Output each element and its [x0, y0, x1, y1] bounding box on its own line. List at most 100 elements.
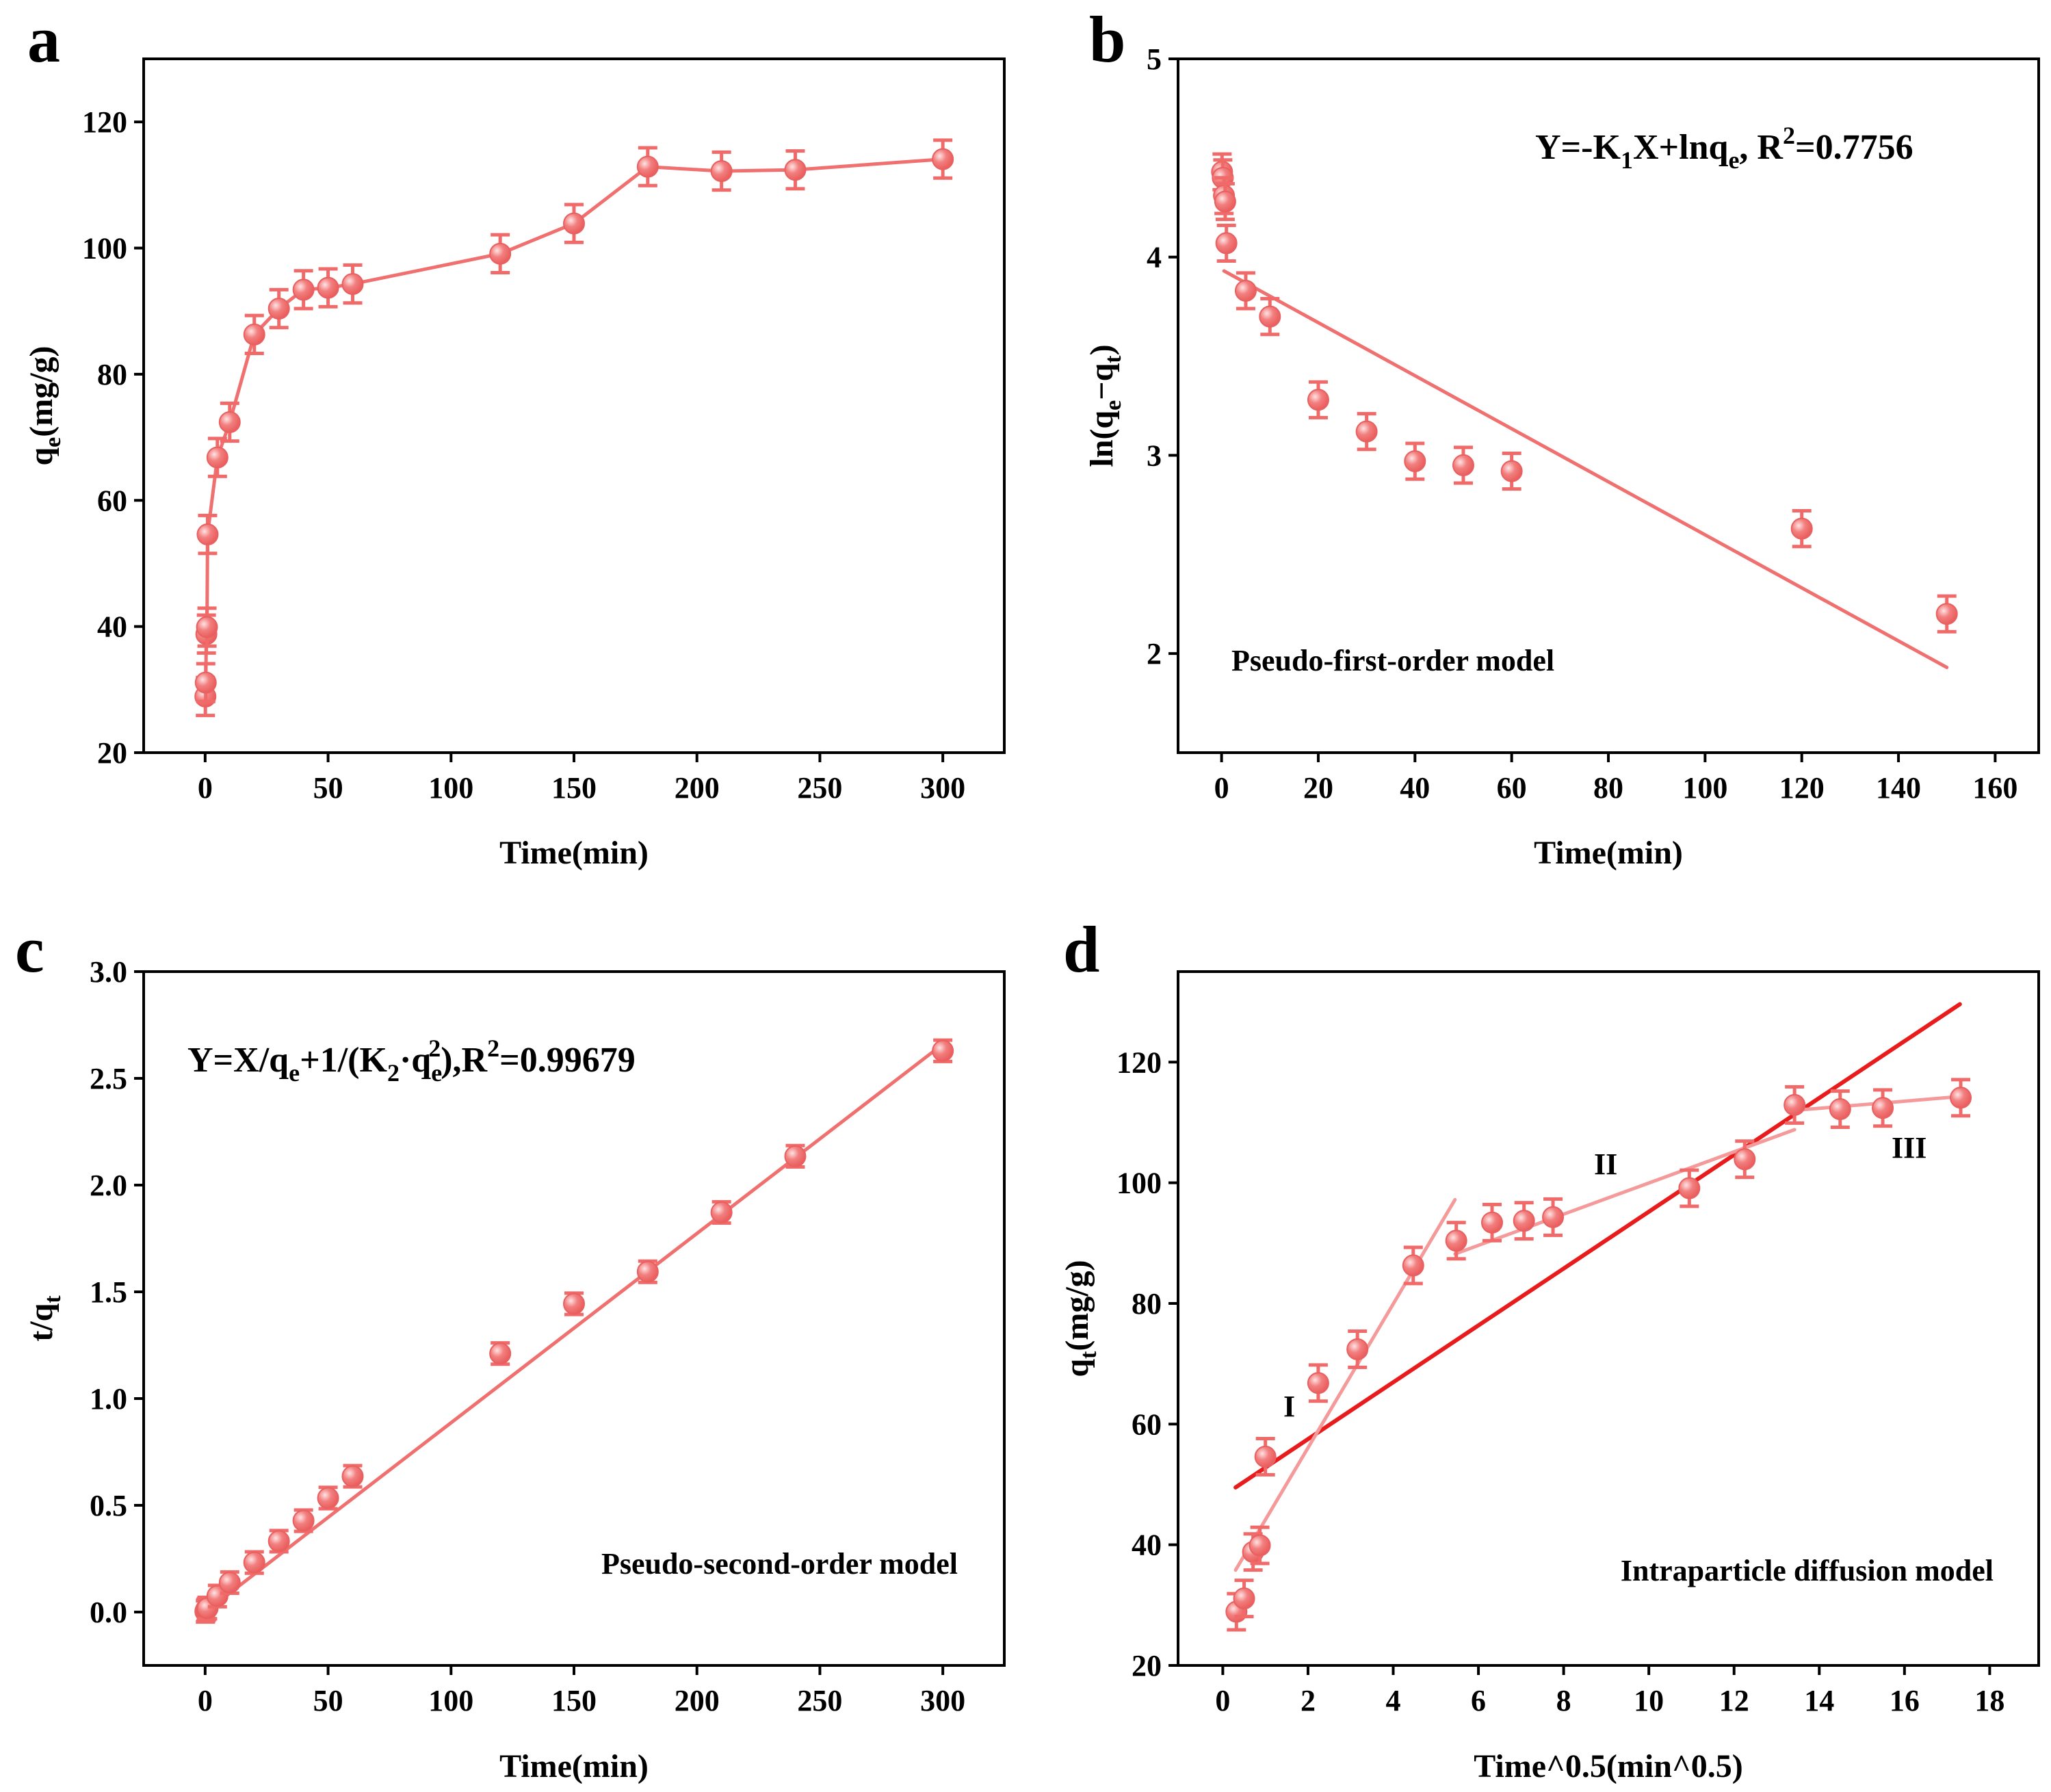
b-x-tick-label: 140	[1876, 771, 1921, 805]
d-x-tick-label: 4	[1386, 1684, 1401, 1717]
panel-c-y-ticks: 0.0 0.5 1.0 1.5 2.0 2.5 3.0	[90, 955, 144, 1629]
a-data-point	[317, 276, 339, 299]
a-data-point	[784, 159, 807, 181]
b-x-tick-label: 0	[1214, 771, 1229, 805]
c-x-tick-label: 250	[797, 1684, 842, 1717]
a-data-point	[267, 298, 290, 320]
panel-a-y-axis-label: qe(mg/g)	[23, 346, 66, 465]
b-data-point	[1355, 420, 1378, 443]
panel-d-y-axis-label: qt(mg/g)	[1059, 1260, 1101, 1377]
panel-a: a 0 50 100 150 200 250 300 20 40 60 80 100 120 Time…	[23, 3, 1006, 871]
b-x-tick-label: 120	[1779, 771, 1825, 805]
d-fit-line-stage-II	[1453, 1128, 1797, 1256]
d-x-tick-label: 6	[1471, 1684, 1486, 1717]
a-y-tick-label: 60	[97, 484, 127, 517]
a-data-point	[636, 155, 659, 178]
a-y-tick-label: 120	[82, 105, 127, 139]
c-y-tick-label: 2.5	[90, 1062, 127, 1095]
d-x-tick-label: 2	[1301, 1684, 1316, 1717]
panel-c-model-label: Pseudo-second-order model	[601, 1547, 958, 1581]
b-data-point	[1259, 305, 1281, 328]
b-data-point	[1307, 389, 1329, 411]
panel-a-series	[194, 138, 954, 718]
a-y-tick-label: 80	[97, 358, 127, 391]
panel-d-stage-II-label: II	[1594, 1147, 1617, 1181]
panel-c-equation: Y=X/qe+1/(K2·qe2),R2=0.99679	[187, 1035, 636, 1087]
c-x-tick-label: 300	[920, 1684, 965, 1717]
panel-a-x-ticks: 0 50 100 150 200 250 300	[198, 753, 965, 805]
d-data-point	[1872, 1097, 1894, 1119]
c-y-tick-label: 0.0	[90, 1596, 127, 1629]
d-data-point	[1445, 1230, 1467, 1252]
c-data-point	[563, 1293, 585, 1315]
a-x-tick-label: 150	[551, 771, 597, 805]
panel-b-y-ticks: 2 3 4 5	[1147, 42, 1178, 671]
panel-d-y-ticks: 20 40 60 80 100 120	[1116, 1046, 1178, 1683]
b-x-tick-label: 80	[1593, 771, 1623, 805]
d-data-point	[1254, 1445, 1277, 1468]
c-x-tick-label: 100	[428, 1684, 473, 1717]
a-data-point	[563, 212, 585, 235]
panel-d-x-axis-label: Time^0.5(min^0.5)	[1474, 1748, 1743, 1784]
panel-d-model-label: Intraparticle diffusion model	[1621, 1554, 1994, 1587]
c-x-tick-label: 150	[551, 1684, 597, 1717]
b-y-tick-label: 5	[1147, 42, 1162, 76]
c-data-point	[267, 1530, 290, 1553]
d-x-tick-label: 16	[1890, 1684, 1920, 1717]
d-data-point	[1249, 1534, 1271, 1557]
b-data-point	[1452, 454, 1474, 476]
d-y-tick-label: 20	[1132, 1649, 1162, 1683]
d-data-point	[1346, 1338, 1369, 1360]
panel-b-y-axis-label: ln(qe−qt)	[1084, 344, 1126, 467]
c-x-tick-label: 50	[313, 1684, 343, 1717]
c-data-point	[710, 1201, 733, 1223]
panel-d-x-ticks: 0 2 4 6 8 10 12 14 16 18	[1215, 1665, 2004, 1717]
b-x-tick-label: 60	[1497, 771, 1527, 805]
c-y-tick-label: 1.5	[90, 1275, 127, 1309]
c-data-point	[636, 1260, 659, 1283]
d-x-tick-label: 18	[1974, 1684, 2004, 1717]
b-data-point	[1214, 190, 1236, 213]
d-y-tick-label: 80	[1132, 1287, 1162, 1321]
d-data-point	[1307, 1372, 1329, 1394]
a-y-tick-label: 40	[97, 610, 127, 644]
c-y-tick-label: 1.0	[90, 1382, 127, 1416]
c-fit-line	[203, 1042, 945, 1614]
panel-b-x-axis-label: Time(min)	[1534, 835, 1683, 871]
a-x-tick-label: 250	[797, 771, 842, 805]
c-data-point	[292, 1509, 315, 1532]
c-x-tick-label: 200	[675, 1684, 720, 1717]
a-data-point	[341, 273, 364, 296]
panel-d-frame	[1177, 970, 2040, 1667]
b-y-tick-label: 3	[1147, 439, 1162, 472]
a-data-point	[489, 242, 512, 265]
b-data-point	[1500, 460, 1523, 482]
panel-b-model-label: Pseudo-first-order model	[1231, 644, 1554, 677]
d-y-tick-label: 60	[1132, 1407, 1162, 1441]
panel-b-x-ticks: 0 20 40 60 80 100 120 140 160	[1214, 753, 2017, 805]
panel-a-y-ticks: 20 40 60 80 100 120	[82, 105, 144, 770]
d-x-tick-label: 12	[1719, 1684, 1749, 1717]
panel-c: c 0 50 100 150 200 250 300 0.0 0.5 1.0 1.5 2.0 2.5 3…	[15, 913, 1006, 1784]
d-x-tick-label: 14	[1804, 1684, 1834, 1717]
d-y-tick-label: 100	[1116, 1167, 1162, 1200]
panel-a-x-axis-label: Time(min)	[499, 835, 649, 871]
a-x-tick-label: 50	[313, 771, 343, 805]
d-x-tick-label: 0	[1215, 1684, 1230, 1717]
panel-d-stage-I-label: I	[1283, 1390, 1295, 1423]
panel-b-letter: b	[1089, 3, 1125, 76]
c-y-tick-label: 2.0	[90, 1169, 127, 1202]
b-data-point	[1234, 279, 1257, 302]
d-data-point	[1950, 1087, 1972, 1109]
d-x-tick-label: 10	[1634, 1684, 1664, 1717]
panel-b-series	[1211, 152, 1958, 669]
panel-a-letter: a	[27, 3, 60, 76]
c-data-point	[489, 1342, 512, 1365]
a-data-point	[292, 278, 315, 301]
c-x-tick-label: 0	[198, 1684, 213, 1717]
panel-c-letter: c	[15, 913, 44, 986]
c-data-point	[317, 1487, 339, 1509]
panel-c-y-axis-label: t/qt	[23, 1295, 66, 1342]
b-x-tick-label: 20	[1303, 771, 1333, 805]
